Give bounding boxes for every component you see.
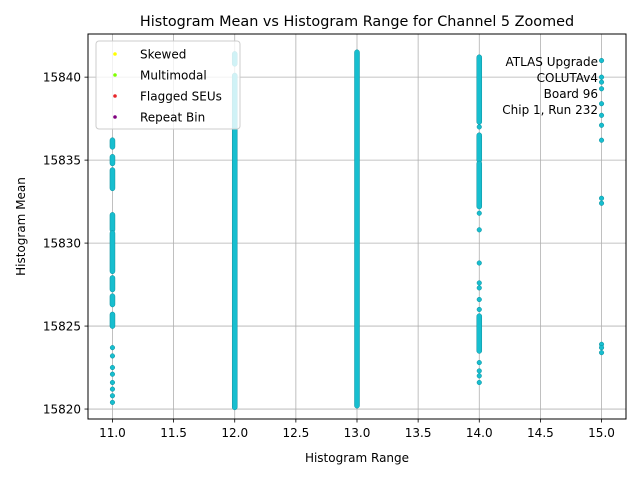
data-point — [109, 386, 116, 392]
point-cluster — [109, 154, 116, 167]
data-point — [598, 350, 605, 356]
point-cluster — [109, 230, 116, 275]
data-point — [476, 124, 482, 130]
data-point — [476, 285, 482, 291]
data-point — [476, 210, 482, 216]
y-axis-label: Histogram Mean — [14, 177, 28, 276]
legend-label: Multimodal — [140, 68, 207, 82]
data-point — [598, 86, 605, 92]
data-point — [598, 137, 605, 143]
legend-label: Skewed — [140, 47, 186, 61]
legend-box — [95, 40, 241, 130]
data-point — [476, 296, 482, 303]
chart-title: Histogram Mean vs Histogram Range for Ch… — [140, 14, 574, 30]
legend-marker — [113, 94, 117, 98]
run-annotation: ATLAS Upgrade COLUTAv4 Board 96 Chip 1, Run… — [502, 55, 598, 117]
x-tick-label: 15.0 — [588, 426, 615, 440]
data-point — [598, 200, 605, 206]
x-tick-label: 11.5 — [160, 426, 187, 440]
point-cluster — [476, 313, 483, 354]
annotation-line: ATLAS Upgrade — [505, 55, 598, 69]
data-point — [109, 353, 116, 359]
x-axis-ticks: 11.0 11.5 12.0 12.5 13.0 13.5 14.0 14.5 15.0 — [99, 419, 615, 440]
data-point — [476, 360, 482, 366]
point-cluster — [109, 293, 116, 308]
data-point — [598, 58, 605, 64]
data-point — [598, 345, 605, 351]
data-point — [109, 399, 116, 405]
legend: Skewed Multimodal Flagged SEUs Repeat Bin — [95, 40, 241, 130]
point-cluster — [109, 137, 116, 150]
annotation-line: Board 96 — [544, 87, 598, 101]
point-cluster — [109, 311, 116, 329]
legend-marker — [113, 73, 117, 77]
data-point — [598, 195, 605, 201]
data-point — [476, 227, 482, 233]
point-cluster — [354, 49, 360, 409]
data-point — [598, 101, 605, 107]
data-point — [598, 112, 605, 118]
point-cluster — [476, 132, 483, 163]
data-point — [476, 368, 482, 374]
point-cluster — [109, 212, 116, 233]
x-tick-label: 14.0 — [466, 426, 493, 440]
x-tick-label: 12.5 — [283, 426, 310, 440]
x-tick-label: 11.0 — [99, 426, 126, 440]
data-points — [109, 49, 605, 411]
point-cluster — [109, 275, 116, 293]
data-point — [109, 365, 116, 371]
data-point — [476, 306, 482, 313]
data-point — [109, 371, 116, 377]
x-tick-label: 14.5 — [527, 426, 554, 440]
legend-label: Flagged SEUs — [140, 89, 222, 103]
y-tick-label: 15835 — [43, 153, 81, 167]
y-tick-label: 15820 — [43, 402, 81, 416]
data-point — [476, 379, 482, 386]
y-tick-label: 15830 — [43, 236, 81, 250]
x-axis-label: Histogram Range — [305, 451, 409, 465]
x-tick-label: 12.0 — [221, 426, 248, 440]
data-point — [476, 260, 482, 266]
point-cluster — [476, 54, 483, 125]
annotation-line: Chip 1, Run 232 — [502, 103, 598, 117]
x-tick-label: 13.0 — [344, 426, 371, 440]
data-point — [109, 393, 116, 399]
data-point — [598, 79, 605, 85]
x-tick-label: 13.5 — [405, 426, 432, 440]
data-point — [598, 74, 605, 80]
legend-marker — [113, 115, 117, 119]
data-point — [109, 379, 116, 386]
legend-marker — [113, 52, 117, 56]
point-cluster — [109, 167, 116, 192]
data-point — [476, 373, 482, 379]
data-point — [598, 122, 605, 128]
y-axis-ticks: 15820 15825 15830 15835 15840 — [43, 70, 88, 416]
annotation-line: COLUTAv4 — [537, 71, 598, 85]
data-point — [476, 280, 482, 286]
legend-label: Repeat Bin — [140, 110, 205, 124]
point-cluster — [476, 160, 483, 210]
y-tick-label: 15825 — [43, 319, 81, 333]
y-tick-label: 15840 — [43, 70, 81, 84]
data-point — [109, 345, 116, 351]
